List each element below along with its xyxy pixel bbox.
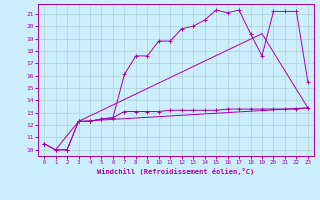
X-axis label: Windchill (Refroidissement éolien,°C): Windchill (Refroidissement éolien,°C) (97, 168, 255, 175)
